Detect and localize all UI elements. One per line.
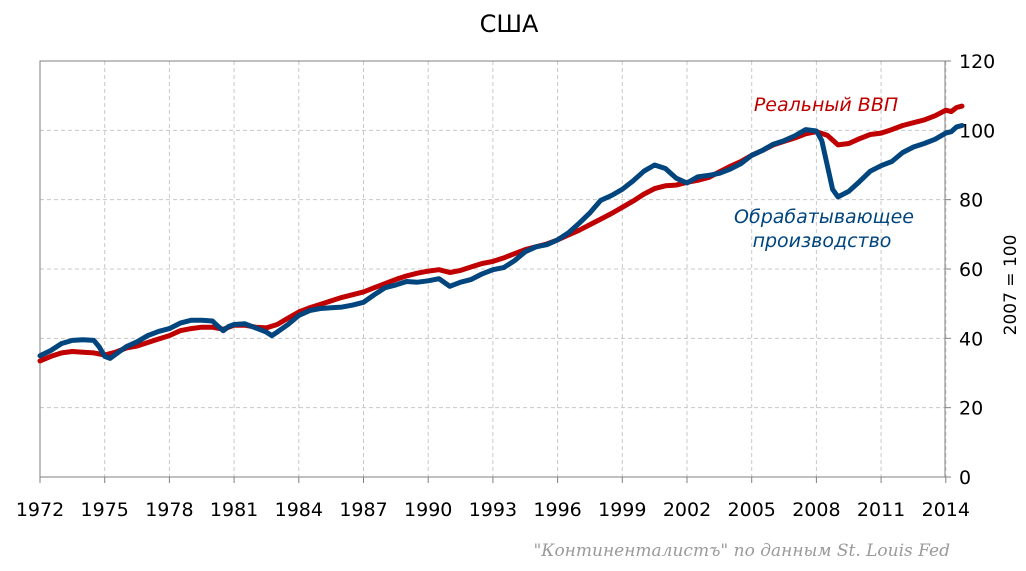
- x-tick-label: 1972: [16, 499, 64, 521]
- source-note: "Континенталистъ" по данным St. Louis Fe…: [533, 541, 950, 561]
- y-tick-label: 20: [959, 398, 983, 420]
- x-tick-label: 2014: [922, 499, 970, 521]
- x-tick-label: 1975: [81, 499, 129, 521]
- y-tick-label: 100: [959, 120, 995, 142]
- x-tick-label: 2005: [728, 499, 776, 521]
- gdp-line: [37, 103, 965, 364]
- x-tick-label: 1996: [533, 499, 581, 521]
- x-tick-label: 2002: [663, 499, 711, 521]
- x-tick-label: 2011: [857, 499, 905, 521]
- chart-title: США: [480, 10, 539, 38]
- manufacturing-series-label-line2: производство: [753, 230, 892, 252]
- y-tick-label: 80: [959, 190, 983, 212]
- y-tick-label: 40: [959, 328, 983, 350]
- x-tick-label: 1999: [598, 499, 646, 521]
- x-tick-label: 2008: [792, 499, 840, 521]
- manufacturing-line: [37, 123, 965, 361]
- manufacturing-series-label-line1: Обрабатывающее: [734, 206, 914, 228]
- y-axis-label: 2007 = 100: [1001, 235, 1021, 336]
- x-tick-label: 1990: [404, 499, 452, 521]
- y-tick-label: 120: [959, 51, 995, 73]
- gdp-series-label: Реальный ВВП: [754, 94, 898, 116]
- y-axis: 0 20 40 60 80 100 120: [945, 51, 995, 489]
- y-tick-label: 0: [959, 467, 971, 489]
- x-tick-label: 1984: [275, 499, 323, 521]
- x-tick-label: 1987: [339, 499, 387, 521]
- y-tick-label: 60: [959, 259, 983, 281]
- series-lines: [37, 103, 965, 364]
- x-tick-label: 1981: [210, 499, 258, 521]
- x-axis: 1972 1975 1978 1981 1984 1987 1990 1993 1996 1999…: [16, 477, 970, 521]
- x-tick-label: 1993: [469, 499, 517, 521]
- x-tick-label: 1978: [145, 499, 193, 521]
